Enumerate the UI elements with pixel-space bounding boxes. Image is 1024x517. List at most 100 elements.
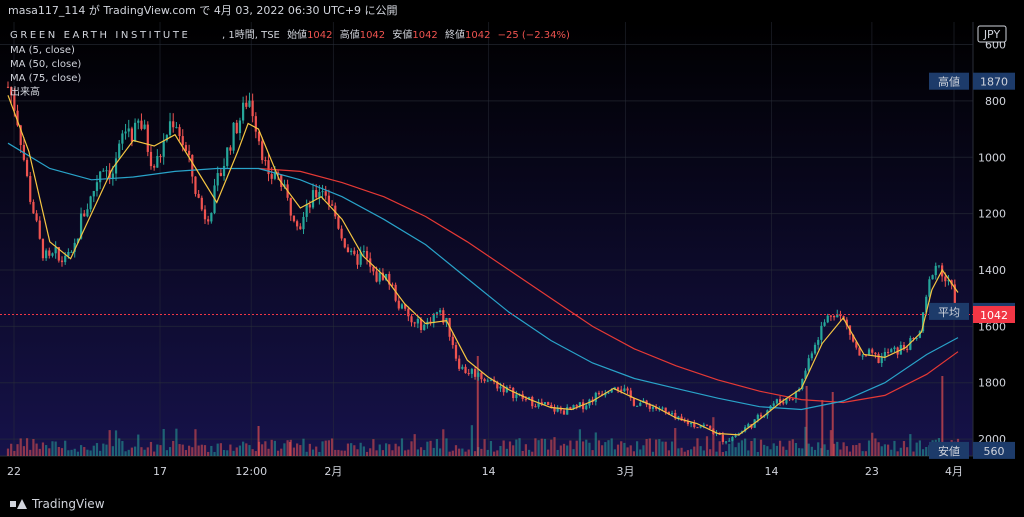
candle-body	[623, 388, 626, 392]
volume-bar	[798, 448, 801, 456]
volume-bar	[111, 446, 114, 456]
candle-body	[524, 398, 528, 400]
volume-bar	[778, 440, 782, 456]
candle-body	[197, 193, 200, 198]
candle-body	[709, 425, 712, 429]
volume-bar	[858, 443, 861, 456]
volume-bar	[772, 443, 775, 456]
candle-body	[302, 216, 305, 230]
volume-bar	[734, 447, 737, 456]
candle-body	[299, 226, 302, 230]
candle-body	[232, 122, 235, 151]
volume-bar	[791, 439, 794, 456]
currency-badge[interactable]	[977, 25, 1007, 43]
candle-body	[693, 422, 696, 428]
candle-body	[245, 102, 248, 107]
candle-body	[877, 354, 880, 364]
candle-body	[867, 349, 871, 356]
candle-body	[778, 399, 782, 403]
legend-ma50[interactable]: MA (50, close)	[10, 59, 81, 70]
candle-body	[133, 122, 137, 142]
legend-low-value: 1042	[412, 30, 437, 41]
volume-bar	[89, 450, 92, 456]
last-value-text: 1042	[980, 309, 1008, 322]
volume-bar	[899, 447, 902, 456]
volume-bar	[299, 445, 302, 456]
volume-bar	[67, 450, 70, 456]
volume-bar	[473, 451, 477, 456]
candle-body	[794, 391, 798, 400]
candle-body	[388, 273, 391, 285]
candle-body	[473, 369, 477, 377]
candle-body	[362, 251, 365, 253]
legend-volume[interactable]: 出来高	[10, 85, 40, 98]
volume-bar	[365, 451, 369, 456]
candle-body	[254, 116, 257, 132]
volume-bar	[826, 449, 829, 456]
candle-body	[559, 407, 562, 411]
candle-body	[782, 402, 785, 404]
legend-high-value: 1042	[360, 30, 385, 41]
candle-body	[947, 280, 950, 282]
candle-body	[292, 215, 296, 222]
candle-body	[340, 228, 343, 239]
volume-bar	[832, 443, 836, 456]
legend-ma5[interactable]: MA (5, close)	[10, 45, 75, 56]
candle-body	[775, 399, 779, 404]
volume-bar	[848, 451, 852, 456]
ma5-line	[7, 95, 959, 436]
volume-bar	[604, 442, 607, 456]
volume-bar	[696, 438, 699, 456]
candle-body	[381, 272, 385, 280]
candle-body	[699, 426, 702, 428]
candle-body	[416, 318, 419, 324]
candle-body	[121, 133, 124, 144]
volume-bar	[831, 392, 834, 456]
candle-body	[159, 155, 162, 157]
candle-body	[651, 407, 655, 409]
volume-bar	[801, 448, 804, 456]
volume-bar	[744, 438, 747, 456]
volume-bar	[521, 450, 524, 456]
volume-bar	[540, 438, 543, 456]
volume-bar	[207, 451, 210, 456]
volume-bar	[381, 450, 385, 456]
volume-bar	[369, 448, 372, 456]
candle-body	[826, 315, 829, 323]
candle-body	[858, 347, 861, 356]
legend-symbol[interactable]: GREEN EARTH INSTITUTE	[10, 30, 190, 41]
chart-panel[interactable]: 2000 1800 1600 1400 1200 1000 800 600 22 17 12:00…	[0, 22, 1024, 490]
candle-body	[680, 416, 683, 421]
candle-body	[375, 271, 378, 282]
candle-body	[378, 272, 381, 282]
candle-body	[216, 173, 219, 186]
volume-bar	[22, 446, 25, 456]
candle-body	[820, 325, 823, 340]
candle-body	[477, 372, 480, 377]
volume-bar	[499, 445, 502, 456]
volume-bar	[655, 439, 658, 456]
author-name[interactable]: masa117_114	[8, 4, 86, 17]
time-tick-label: 12:00	[235, 465, 267, 478]
candle-body	[124, 131, 127, 134]
tradingview-logo[interactable]: TradingView	[10, 497, 105, 511]
volume-bar	[639, 449, 642, 456]
volume-bar	[769, 449, 772, 456]
volume-bar	[740, 440, 744, 456]
candle-body	[397, 300, 400, 309]
candle-body	[280, 175, 283, 188]
volume-bar	[855, 444, 858, 456]
legend-change: −25 (−2.34%)	[498, 30, 570, 41]
candle-body	[839, 314, 842, 317]
candle-body	[791, 398, 794, 400]
low-value-text: 560	[984, 445, 1005, 458]
candle-body	[804, 370, 807, 379]
volume-bar	[35, 443, 38, 456]
candle-body	[92, 190, 95, 197]
high-price-marker: 高値 1870	[929, 72, 1015, 90]
volume-bar	[918, 440, 921, 456]
legend-ma75[interactable]: MA (75, close)	[10, 73, 81, 84]
candle-body	[527, 396, 531, 400]
volume-bar	[149, 441, 153, 456]
